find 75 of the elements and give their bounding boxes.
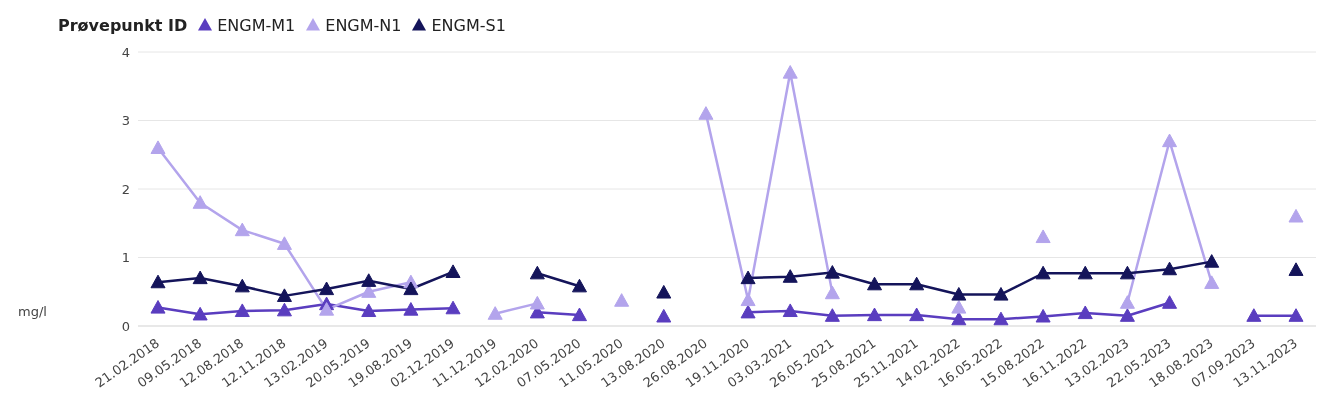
point <box>192 195 208 209</box>
point <box>445 300 461 315</box>
point <box>319 281 335 296</box>
point <box>529 295 545 310</box>
point <box>1162 133 1178 148</box>
point <box>319 302 335 316</box>
point <box>403 302 419 316</box>
point <box>234 278 250 293</box>
point <box>1288 208 1304 223</box>
point <box>824 308 840 322</box>
point <box>403 281 419 296</box>
point <box>361 303 377 318</box>
point <box>276 302 292 317</box>
point <box>1204 254 1220 268</box>
point <box>571 278 587 293</box>
point <box>1288 308 1304 322</box>
legend-title: Prøvepunkt ID <box>58 15 188 35</box>
point <box>1035 265 1051 280</box>
point <box>1288 262 1304 276</box>
y-tick-label: 3 <box>121 113 130 129</box>
point <box>614 293 630 307</box>
point <box>1077 265 1093 280</box>
y-axis-title: mg/l <box>18 304 47 319</box>
point <box>487 306 503 320</box>
y-tick-label: 2 <box>121 181 130 197</box>
point <box>1246 308 1262 322</box>
point <box>867 307 883 322</box>
point <box>361 273 377 287</box>
point <box>951 300 967 314</box>
point <box>192 306 208 321</box>
point <box>234 222 250 237</box>
point <box>951 311 967 326</box>
point <box>824 265 840 279</box>
point <box>867 276 883 291</box>
legend-label: ENGM-N1 <box>325 15 402 35</box>
point <box>234 303 250 318</box>
point <box>571 307 587 322</box>
point <box>909 307 925 322</box>
point <box>445 264 461 278</box>
point <box>782 269 798 283</box>
point <box>276 288 292 302</box>
point <box>740 270 756 285</box>
point <box>782 303 798 318</box>
point <box>192 270 208 285</box>
y-tick-label: 4 <box>121 44 130 60</box>
legend-label: ENGM-S1 <box>431 15 506 35</box>
point <box>361 284 377 298</box>
point <box>1077 305 1093 320</box>
point <box>150 140 166 154</box>
point <box>993 311 1009 326</box>
point <box>529 265 545 280</box>
point <box>1119 265 1135 280</box>
point <box>1204 275 1220 289</box>
point <box>150 300 166 314</box>
point <box>656 284 672 299</box>
point <box>1035 229 1051 244</box>
legend-label: ENGM-M1 <box>217 15 296 35</box>
point <box>740 292 756 307</box>
point <box>782 65 798 79</box>
y-tick-label: 0 <box>121 318 130 334</box>
point <box>1119 295 1135 309</box>
point <box>909 276 925 291</box>
point <box>150 274 166 289</box>
point <box>698 106 714 120</box>
point <box>1035 308 1051 323</box>
point <box>276 236 292 250</box>
point <box>1162 295 1178 309</box>
point <box>1162 261 1178 276</box>
point <box>993 286 1009 301</box>
y-tick-label: 1 <box>121 250 130 266</box>
point <box>824 285 840 300</box>
point <box>656 308 672 323</box>
point <box>740 304 756 319</box>
point <box>951 286 967 301</box>
point <box>1119 308 1135 322</box>
